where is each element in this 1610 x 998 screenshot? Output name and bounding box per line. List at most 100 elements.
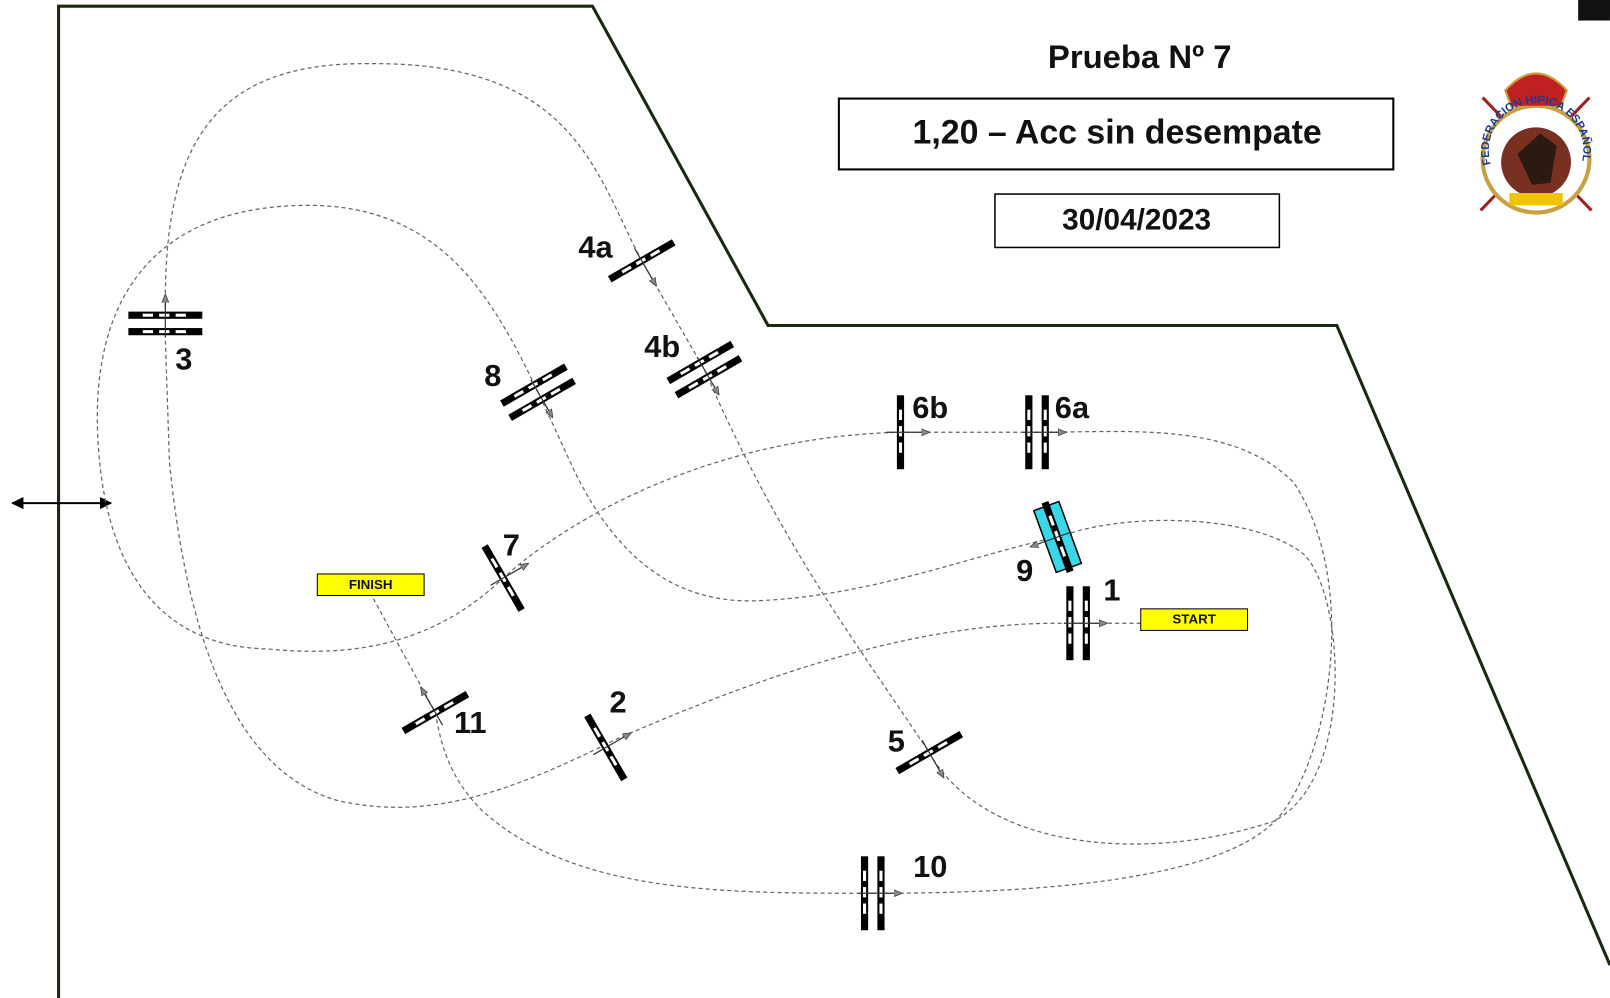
obstacle-label: 10 — [913, 849, 947, 884]
obstacle-label: 11 — [454, 705, 487, 740]
direction-arrow — [530, 379, 553, 417]
obstacle-label: 3 — [175, 342, 192, 377]
pole-stripe — [879, 870, 883, 881]
course-title: Prueba Nº 7 — [1048, 38, 1232, 75]
obstacle — [1018, 500, 1083, 574]
pole-stripe — [175, 313, 186, 317]
obstacle — [1063, 586, 1107, 661]
pole-stripe — [513, 389, 525, 398]
pole-stripe — [908, 757, 920, 766]
pole-stripe — [1054, 530, 1061, 542]
pole-stripe — [1043, 409, 1047, 420]
pole-stripe — [1068, 600, 1072, 611]
pole-stripe — [863, 887, 867, 898]
obstacle — [584, 713, 649, 782]
pole-stripe — [863, 870, 867, 881]
pole-stripe — [521, 404, 533, 412]
direction-arrow — [1031, 531, 1072, 547]
pole-stripe — [1048, 515, 1055, 526]
direction-arrow — [634, 248, 657, 285]
pole-stripe — [1084, 633, 1088, 644]
pole-stripe — [1068, 633, 1072, 644]
pole-stripe — [1043, 426, 1047, 437]
pole-stripe — [679, 367, 691, 376]
obstacle — [500, 363, 576, 421]
pole-stripe — [716, 365, 728, 373]
pole-stripe — [702, 373, 713, 382]
obstacle-label: 5 — [888, 724, 905, 759]
pole-stripe — [1043, 442, 1047, 453]
finish-marker: FINISH — [316, 573, 425, 597]
corner-block — [1578, 0, 1610, 21]
obstacle-label: 2 — [610, 684, 627, 719]
course-date: 30/04/2023 — [1062, 204, 1211, 237]
pole-stripe — [708, 350, 719, 359]
obstacle — [481, 544, 546, 612]
direction-arrow — [490, 564, 528, 586]
pole-stripe — [937, 741, 948, 749]
start-marker: START — [1140, 608, 1249, 631]
obstacle — [666, 340, 743, 399]
pole-stripe — [415, 717, 426, 726]
route — [96, 63, 1336, 894]
pole-stripe — [898, 442, 903, 453]
pole-stripe — [694, 359, 705, 367]
pole-stripe — [635, 257, 647, 266]
pole-stripe — [1059, 546, 1067, 557]
direction-arrow — [921, 739, 944, 777]
start-label: START — [1172, 612, 1215, 627]
pole-stripe — [1068, 617, 1072, 628]
obstacle — [886, 395, 929, 470]
pole-stripe — [429, 709, 440, 717]
pole-stripe — [142, 313, 154, 317]
pole-stripe — [443, 700, 454, 709]
pole-stripe — [923, 749, 934, 758]
pole-stripe — [879, 903, 883, 914]
direction-arrow — [593, 733, 630, 756]
arena-border — [57, 4, 1610, 998]
obstacle-label: 6b — [912, 390, 948, 425]
pole-stripe — [142, 330, 154, 334]
date-box — [994, 193, 1281, 249]
pole-stripe — [621, 265, 632, 274]
course-subtitle: 1,20 – Acc sin desempate — [913, 113, 1322, 151]
obstacle-label: 4b — [644, 329, 680, 364]
pole-stripe — [527, 381, 539, 390]
obstacle-label: 4a — [578, 230, 613, 265]
pole-stripe — [498, 571, 507, 583]
obstacle-label: 8 — [484, 358, 501, 393]
pole-stripe — [1027, 442, 1031, 453]
pole-stripe — [159, 313, 170, 317]
obstacle — [607, 239, 676, 304]
pole-stripe — [1084, 617, 1088, 628]
pole-stripe — [898, 409, 903, 420]
pole-stripe — [863, 903, 867, 914]
obstacle — [1022, 395, 1066, 470]
pole-stripe — [688, 381, 699, 390]
pole-stripe — [542, 373, 553, 382]
obstacle — [401, 669, 470, 735]
pole-stripe — [490, 557, 499, 569]
pole-stripe — [1027, 426, 1031, 437]
pole-stripe — [879, 887, 883, 898]
pole-stripe — [593, 727, 601, 738]
pole-stripe — [536, 395, 547, 404]
obstacle — [895, 731, 964, 796]
pole-stripe — [159, 330, 170, 334]
subtitle-box — [837, 97, 1395, 171]
obstacle-label: 6a — [1055, 390, 1090, 425]
pole-stripe — [506, 586, 515, 597]
obstacle-label: 7 — [503, 527, 520, 562]
pole-stripe — [898, 426, 903, 437]
obstacle-label: 9 — [1016, 553, 1033, 588]
pole-stripe — [609, 755, 618, 767]
pole-stripe — [601, 741, 610, 752]
direction-arrow — [696, 356, 719, 394]
pole-stripe — [649, 249, 661, 257]
obstacle — [858, 856, 901, 931]
obstacle-label: 1 — [1103, 573, 1120, 608]
direction-arrow — [421, 688, 444, 726]
pole-stripe — [1027, 409, 1031, 420]
pole-stripe — [175, 330, 186, 334]
